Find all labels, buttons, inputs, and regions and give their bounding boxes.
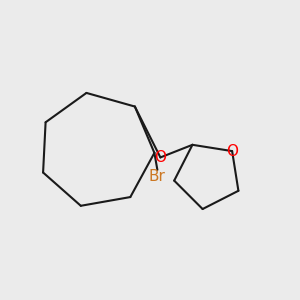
Text: O: O bbox=[154, 150, 166, 165]
Text: Br: Br bbox=[149, 169, 166, 184]
Text: O: O bbox=[226, 144, 238, 159]
